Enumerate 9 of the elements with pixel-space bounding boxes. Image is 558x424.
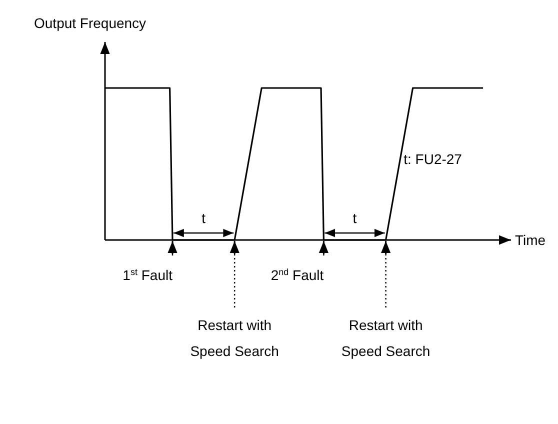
annotation: t xyxy=(202,210,206,226)
text: Restart with Speed Search xyxy=(190,317,279,359)
annotation: t: FU2-27 xyxy=(404,151,462,167)
text: Restart with Speed Search xyxy=(341,317,430,359)
annotation: t xyxy=(352,210,357,226)
y-axis-title: Output Frequency xyxy=(34,15,146,31)
text: 2$^{nd}$ Fault xyxy=(270,267,324,283)
text: 1$^{st}$ Fault xyxy=(122,267,173,283)
x-axis-title: Time xyxy=(515,232,546,248)
